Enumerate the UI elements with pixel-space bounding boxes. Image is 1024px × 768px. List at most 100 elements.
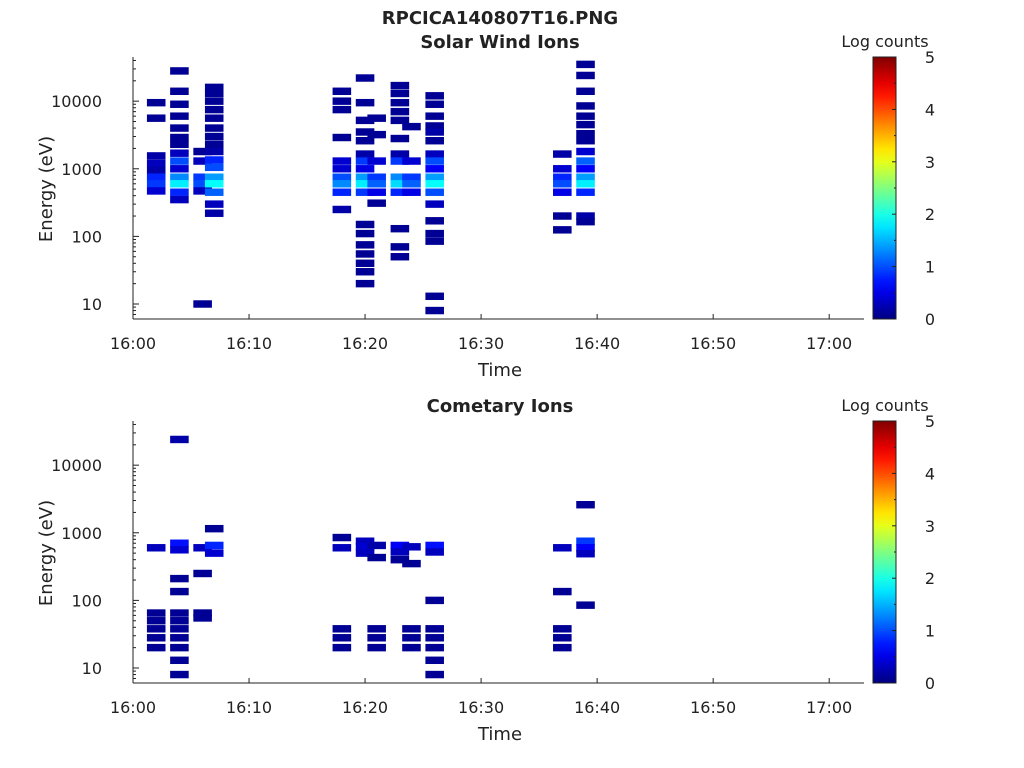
heatmap-cell bbox=[355, 74, 375, 82]
heatmap-cell bbox=[390, 180, 410, 188]
x-tick-label: 17:00 bbox=[806, 334, 852, 353]
heatmap-cell bbox=[146, 98, 166, 107]
heatmap-cell bbox=[367, 643, 386, 652]
heatmap-cell bbox=[204, 97, 224, 105]
heatmap-cell bbox=[332, 205, 352, 214]
heatmap-cell bbox=[576, 112, 595, 120]
heatmap-cell bbox=[425, 541, 444, 550]
heatmap-cell bbox=[204, 163, 224, 172]
heatmap-cell bbox=[390, 224, 410, 233]
heatmap-cell bbox=[146, 152, 166, 160]
heatmap-cell bbox=[204, 173, 224, 181]
heatmap-cell bbox=[146, 609, 166, 617]
heatmap-cell bbox=[553, 634, 572, 642]
colorbar-tick-label: 5 bbox=[925, 48, 935, 67]
colorbar-tick-label: 0 bbox=[925, 674, 935, 693]
heatmap-cell bbox=[170, 188, 189, 196]
colorbar-tick-label: 4 bbox=[925, 464, 935, 483]
heatmap-cell bbox=[402, 625, 421, 633]
heatmap-cell bbox=[355, 241, 375, 249]
heatmap-cell bbox=[425, 625, 444, 633]
heatmap-cell bbox=[576, 188, 595, 196]
heatmap-cell bbox=[170, 587, 189, 596]
heatmap-cell bbox=[576, 87, 595, 96]
heatmap-cell bbox=[355, 259, 375, 268]
heatmap-cell bbox=[170, 149, 189, 157]
heatmap-cell bbox=[355, 137, 375, 145]
heatmap-cell bbox=[425, 165, 444, 173]
x-tick-label: 16:00 bbox=[110, 334, 156, 353]
heatmap-cell bbox=[553, 643, 572, 652]
panel-title: Cometary Ions bbox=[427, 396, 574, 417]
heatmap-cell bbox=[425, 188, 444, 196]
heatmap-cell bbox=[425, 122, 444, 130]
x-tick-label: 16:40 bbox=[574, 334, 620, 353]
heatmap-cell bbox=[146, 159, 166, 168]
colorbar-label: Log counts bbox=[841, 396, 928, 415]
heatmap-cell bbox=[367, 114, 386, 122]
heatmap-cell bbox=[390, 150, 410, 158]
heatmap-cell bbox=[425, 596, 444, 605]
x-axis-label: Time bbox=[477, 360, 522, 381]
heatmap-cell bbox=[425, 200, 444, 208]
heatmap-cell bbox=[425, 112, 444, 120]
heatmap-cell bbox=[204, 114, 224, 122]
heatmap-cell bbox=[576, 157, 595, 165]
heatmap-cell bbox=[193, 544, 212, 552]
heatmap-cell bbox=[146, 544, 166, 552]
panel-solar-wind-ions: Solar Wind Ions Time Energy (eV) Log cou… bbox=[36, 32, 935, 381]
colorbar-tick-label: 1 bbox=[925, 622, 935, 641]
colorbar-tick-label: 4 bbox=[925, 100, 935, 119]
heatmap-cell bbox=[367, 180, 386, 188]
heatmap-cell bbox=[390, 555, 410, 564]
heatmap-cell bbox=[204, 524, 224, 533]
heatmap-cell bbox=[425, 128, 444, 136]
heatmap-cell bbox=[204, 549, 224, 557]
heatmap-cell bbox=[332, 133, 352, 142]
heatmap-cell bbox=[204, 105, 224, 114]
x-tick-label: 16:10 bbox=[226, 334, 272, 353]
y-tick-label: 100 bbox=[71, 227, 102, 246]
x-tick-label: 16:30 bbox=[458, 698, 504, 717]
heatmap-cell bbox=[425, 150, 444, 158]
heatmap-cell bbox=[576, 537, 595, 545]
heatmap-cells bbox=[146, 435, 595, 679]
heatmap-cell bbox=[193, 187, 212, 195]
figure-title: RPCICA140807T16.PNG bbox=[382, 8, 618, 29]
y-tick-label: 10000 bbox=[51, 92, 102, 111]
heatmap-cell bbox=[170, 157, 189, 165]
colorbar-label: Log counts bbox=[841, 32, 928, 51]
heatmap-cell bbox=[332, 533, 352, 542]
heatmap-cell bbox=[553, 165, 572, 173]
heatmap-cell bbox=[332, 188, 352, 196]
heatmap-cell bbox=[170, 195, 189, 204]
heatmap-cell bbox=[425, 237, 444, 245]
heatmap-cell bbox=[204, 200, 224, 208]
heatmap-cell bbox=[553, 180, 572, 188]
heatmap-cell bbox=[425, 643, 444, 652]
heatmap-cell bbox=[402, 122, 421, 131]
x-axis-label: Time bbox=[477, 724, 522, 745]
heatmap-cell bbox=[170, 609, 189, 617]
heatmap-cell bbox=[390, 188, 410, 196]
heatmap-cell bbox=[204, 147, 224, 156]
heatmap-cell bbox=[170, 546, 189, 554]
heatmap-cell bbox=[367, 130, 386, 139]
heatmap-cell bbox=[367, 157, 386, 165]
heatmap-cell bbox=[204, 132, 224, 141]
heatmap-cell bbox=[355, 173, 375, 181]
colorbar-tick-label: 1 bbox=[925, 258, 935, 277]
heatmap-cells bbox=[146, 60, 595, 315]
heatmap-cell bbox=[170, 100, 189, 108]
heatmap-cell bbox=[576, 501, 595, 509]
heatmap-cell bbox=[390, 81, 410, 90]
heatmap-cell bbox=[355, 543, 375, 551]
x-tick-label: 17:00 bbox=[806, 698, 852, 717]
heatmap-cell bbox=[204, 188, 224, 196]
heatmap-cell bbox=[355, 180, 375, 188]
y-tick-label: 100 bbox=[71, 591, 102, 610]
y-axis-label: Energy (eV) bbox=[36, 500, 57, 606]
heatmap-cell bbox=[576, 173, 595, 181]
heatmap-cell bbox=[146, 114, 166, 122]
x-tick-label: 16:20 bbox=[342, 698, 388, 717]
